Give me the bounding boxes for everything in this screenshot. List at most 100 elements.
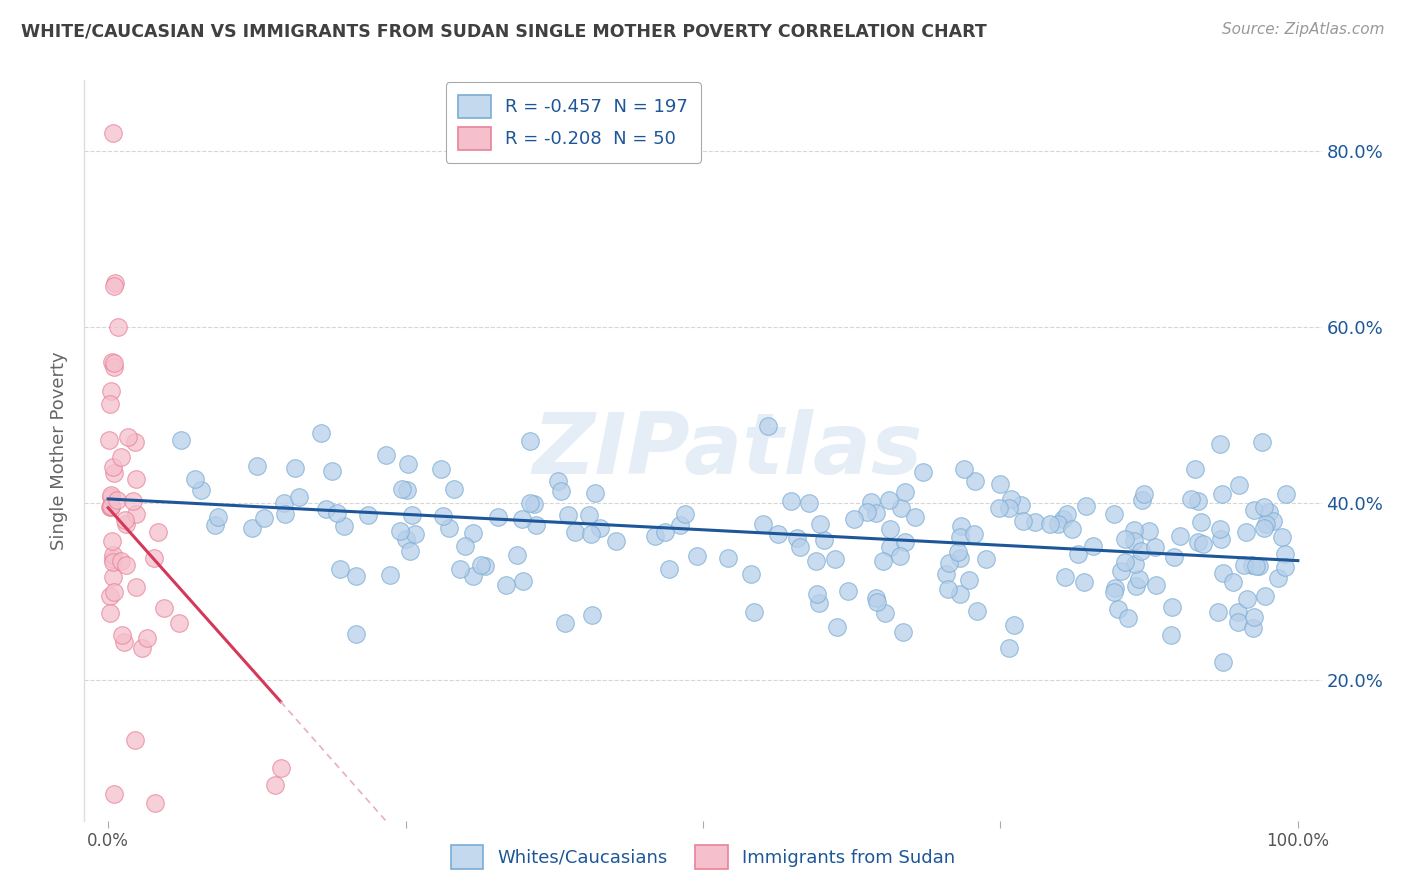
Point <box>101 552 124 566</box>
Point <box>837 584 859 599</box>
Point <box>391 482 413 496</box>
Point <box>1254 589 1277 603</box>
Point <box>470 558 492 572</box>
Point <box>454 540 477 554</box>
Point <box>103 360 125 375</box>
Point <box>953 462 976 476</box>
Point <box>987 500 1010 515</box>
Point <box>1247 559 1270 574</box>
Point <box>1067 548 1090 562</box>
Point <box>190 483 212 497</box>
Point <box>146 525 169 540</box>
Point <box>1243 503 1265 517</box>
Point <box>404 527 426 541</box>
Point <box>808 516 831 531</box>
Point <box>184 472 207 486</box>
Point <box>101 534 124 549</box>
Point <box>98 500 121 514</box>
Point <box>101 569 124 583</box>
Point <box>799 496 821 510</box>
Point <box>1039 516 1062 531</box>
Point <box>143 550 166 565</box>
Point <box>100 355 122 369</box>
Point <box>1274 487 1296 501</box>
Point <box>1053 569 1076 583</box>
Point <box>474 559 496 574</box>
Point <box>1163 550 1185 565</box>
Point <box>808 595 831 609</box>
Point <box>963 527 986 541</box>
Point <box>1227 615 1250 629</box>
Point <box>131 640 153 655</box>
Point <box>263 778 285 792</box>
Point <box>766 526 789 541</box>
Point <box>432 508 454 523</box>
Point <box>100 500 122 514</box>
Point <box>742 606 765 620</box>
Point <box>1227 477 1250 491</box>
Point <box>856 505 879 519</box>
Point <box>879 540 901 554</box>
Point <box>1137 524 1160 539</box>
Point <box>1251 434 1274 449</box>
Point <box>752 516 775 531</box>
Point <box>519 434 541 449</box>
Point <box>998 501 1021 516</box>
Point <box>1144 540 1167 554</box>
Point <box>1241 621 1264 635</box>
Point <box>461 569 484 583</box>
Point <box>122 493 145 508</box>
Point <box>253 510 276 524</box>
Point <box>891 625 914 640</box>
Point <box>949 586 972 600</box>
Point <box>274 507 297 521</box>
Point <box>510 512 533 526</box>
Point <box>1104 581 1126 595</box>
Point <box>1123 533 1146 548</box>
Point <box>103 555 125 569</box>
Point <box>1024 515 1046 529</box>
Point <box>1060 522 1083 536</box>
Point <box>1206 605 1229 619</box>
Point <box>1244 558 1267 573</box>
Point <box>860 495 883 509</box>
Point <box>1187 534 1209 549</box>
Point <box>170 434 193 448</box>
Point <box>990 477 1012 491</box>
Point <box>564 524 586 539</box>
Text: ZIPatlas: ZIPatlas <box>533 409 922 492</box>
Point <box>1102 585 1125 599</box>
Point <box>1000 492 1022 507</box>
Point <box>486 510 509 524</box>
Point <box>326 506 349 520</box>
Point <box>685 549 707 564</box>
Point <box>1107 602 1129 616</box>
Point <box>1189 515 1212 529</box>
Point <box>879 522 901 536</box>
Point <box>844 512 866 526</box>
Point <box>125 472 148 486</box>
Point <box>963 474 986 488</box>
Point <box>344 568 367 582</box>
Point <box>1254 516 1277 531</box>
Point <box>1133 487 1156 501</box>
Point <box>430 462 453 476</box>
Point <box>284 461 307 475</box>
Point <box>1212 566 1234 581</box>
Point <box>98 433 121 447</box>
Point <box>949 550 972 565</box>
Point <box>1184 461 1206 475</box>
Point <box>1271 530 1294 544</box>
Point <box>605 533 627 548</box>
Point <box>550 483 572 498</box>
Point <box>1209 523 1232 537</box>
Point <box>125 507 148 521</box>
Point <box>583 486 606 500</box>
Point <box>1010 499 1032 513</box>
Point <box>806 554 828 568</box>
Point <box>865 506 887 520</box>
Point <box>103 584 125 599</box>
Point <box>114 512 136 526</box>
Point <box>658 561 681 575</box>
Point <box>1261 514 1284 528</box>
